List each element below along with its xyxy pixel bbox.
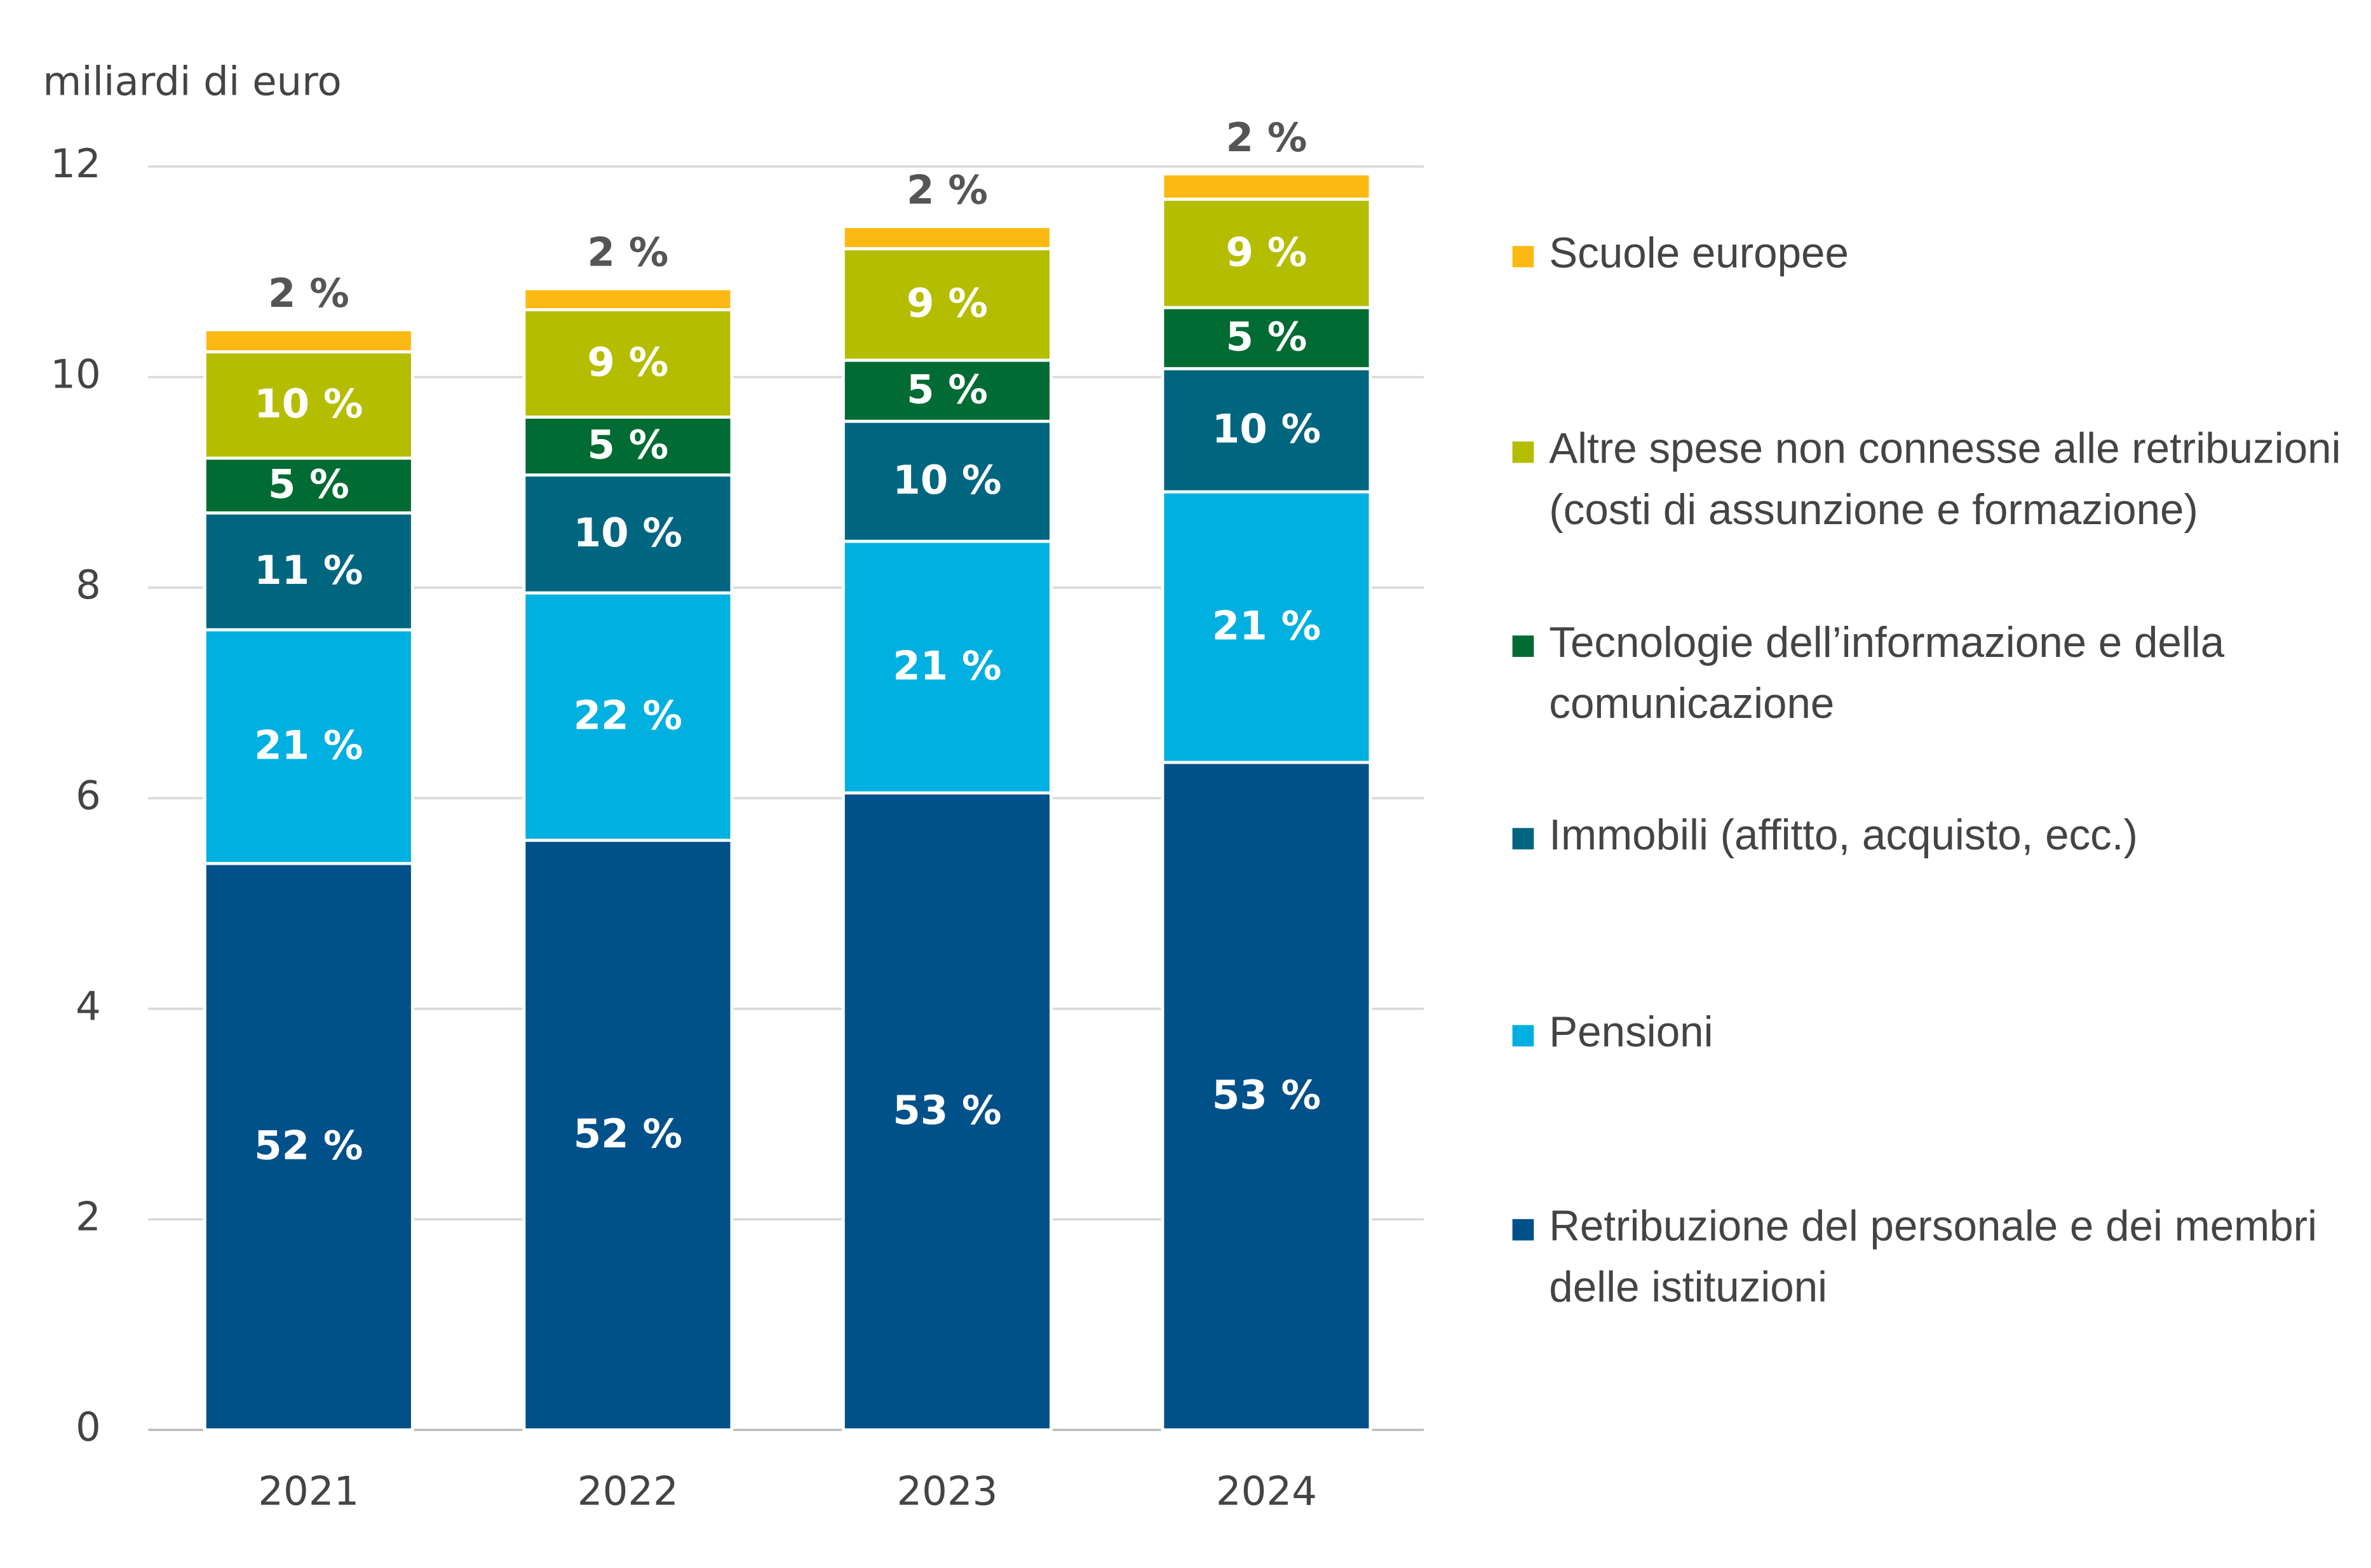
share-label: 52 % (254, 1122, 363, 1168)
bar-segment (203, 511, 414, 632)
x-tick-label: 2024 (1216, 1468, 1317, 1515)
share-label: 9 % (1226, 229, 1307, 275)
share-label: 11 % (254, 547, 363, 593)
bar-segment (203, 456, 414, 515)
share-label: 10 % (574, 510, 682, 556)
y-tick-label: 10 (50, 351, 101, 398)
bar-segment (841, 247, 1053, 362)
legend-marker (1512, 635, 1534, 657)
legend-item: Immobili (affitto, acquisto, ecc.) (1549, 811, 2138, 859)
legend-label: Immobili (affitto, acquisto, ecc.) (1549, 811, 2138, 859)
y-tick-label: 2 (76, 1193, 101, 1240)
legend-marker (1512, 246, 1534, 267)
legend-marker (1512, 1025, 1534, 1047)
share-label: 5 % (268, 461, 349, 508)
y-tick-label: 4 (76, 983, 101, 1029)
bar-segment (203, 350, 414, 460)
share-label: 10 % (1212, 406, 1321, 452)
share-label: 2 % (907, 167, 988, 213)
bar-segment (1161, 760, 1372, 1432)
share-label: 21 % (254, 722, 363, 769)
share-label: 5 % (587, 422, 668, 468)
bar-segment (522, 591, 734, 842)
legend-marker (1512, 828, 1534, 849)
bar-segment (1161, 490, 1372, 764)
legend-marker (1512, 1219, 1534, 1241)
y-axis-label: miliardi di euro (43, 58, 341, 104)
share-label: 5 % (907, 367, 988, 413)
bar-segment (522, 287, 734, 311)
share-label: 2 % (1226, 114, 1307, 161)
y-tick-label: 6 (76, 772, 101, 818)
legend-label: Scuole europee (1549, 229, 1849, 277)
bar-segment (841, 358, 1053, 423)
y-tick-label: 8 (76, 562, 101, 608)
share-label: 21 % (893, 643, 1001, 689)
legend-item: Retribuzione del personale e dei membri … (1549, 1202, 2318, 1311)
legend-item: Pensioni (1549, 1008, 1713, 1056)
bar-segment (1161, 172, 1372, 201)
share-label: 2 % (587, 229, 668, 276)
legend-item: Scuole europee (1549, 229, 1849, 277)
bar-segment (841, 539, 1053, 795)
bar-segment (1161, 367, 1372, 494)
legend-label: Tecnologie dell’informazione e della com… (1549, 618, 2225, 727)
share-label: 53 % (893, 1087, 1001, 1133)
share-label: 21 % (1212, 603, 1321, 649)
bar-segment (522, 308, 734, 419)
bar-segment (522, 473, 734, 595)
share-label: 10 % (254, 381, 363, 427)
legend-label: Pensioni (1549, 1008, 1713, 1056)
share-label: 52 % (574, 1111, 682, 1157)
bar-segment (841, 791, 1053, 1432)
legend-item: Tecnologie dell’informazione e della com… (1549, 618, 2225, 727)
bar-segment (522, 416, 734, 477)
bar-segment (203, 862, 414, 1432)
y-tick-label: 0 (76, 1404, 101, 1450)
legend-marker (1512, 441, 1534, 463)
bar-segment (841, 225, 1053, 250)
bar-segment (203, 328, 414, 354)
x-tick-label: 2022 (578, 1468, 679, 1515)
legend-item: Altre spese non connesse alle retribuzio… (1549, 424, 2341, 534)
legend-label: Retribuzione del personale e dei membri … (1549, 1202, 2318, 1311)
share-label: 9 % (587, 339, 668, 385)
x-tick-label: 2023 (896, 1468, 997, 1515)
share-label: 22 % (574, 692, 682, 738)
share-label: 2 % (268, 270, 349, 316)
bar-segment (203, 628, 414, 865)
bar-segment (522, 839, 734, 1432)
bar-segment (1161, 198, 1372, 309)
share-label: 5 % (1226, 314, 1307, 360)
y-tick-label: 12 (50, 140, 101, 187)
share-label: 10 % (893, 457, 1001, 503)
x-tick-label: 2021 (258, 1468, 359, 1515)
legend-label: Altre spese non connesse alle retribuzio… (1549, 424, 2341, 534)
share-label: 9 % (907, 280, 988, 327)
bar-segment (841, 419, 1053, 543)
share-label: 53 % (1212, 1072, 1321, 1118)
